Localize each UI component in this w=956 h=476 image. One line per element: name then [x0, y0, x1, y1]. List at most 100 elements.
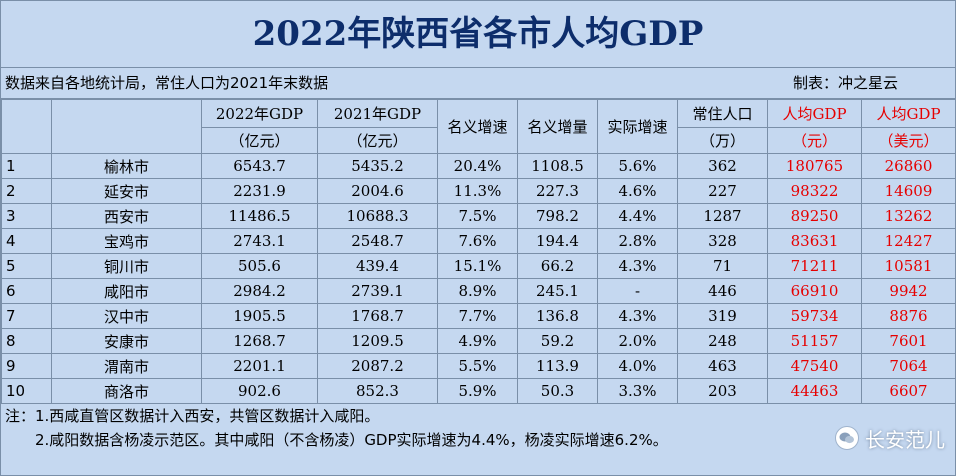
table-row: 8 安康市 1268.7 1209.5 4.9% 59.2 2.0% 248 5…: [1, 328, 956, 354]
real-growth-cell: -: [597, 278, 678, 304]
per-capita-usd-cell: 12427: [861, 228, 956, 254]
header-real-growth: 实际增速: [597, 99, 678, 154]
nominal-increase-cell: 66.2: [517, 253, 598, 279]
rank-cell: 2: [1, 178, 52, 204]
gdp2022-cell: 1268.7: [201, 328, 318, 354]
footnote-2: 2.咸阳数据含杨凌示范区。其中咸阳（不含杨凌）GDP实际增速为4.4%，杨凌实际…: [35, 431, 668, 449]
population-cell: 248: [677, 328, 768, 354]
per-capita-usd-cell: 13262: [861, 203, 956, 229]
per-capita-cny-cell: 66910: [767, 278, 862, 304]
gdp2021-cell: 2739.1: [317, 278, 438, 304]
per-capita-usd-cell: 10581: [861, 253, 956, 279]
nominal-growth-cell: 5.5%: [437, 353, 518, 379]
real-growth-cell: 4.3%: [597, 253, 678, 279]
header-per-capita-cny-unit: （元）: [767, 127, 862, 154]
header-gdp2021-unit: （亿元）: [317, 127, 438, 154]
gdp2022-cell: 1905.5: [201, 303, 318, 329]
nominal-growth-cell: 4.9%: [437, 328, 518, 354]
per-capita-usd-cell: 26860: [861, 153, 956, 179]
per-capita-usd-cell: 8876: [861, 303, 956, 329]
population-cell: 71: [677, 253, 768, 279]
rank-cell: 8: [1, 328, 52, 354]
real-growth-cell: 5.6%: [597, 153, 678, 179]
gdp2021-cell: 2004.6: [317, 178, 438, 204]
rank-cell: 3: [1, 203, 52, 229]
per-capita-usd-cell: 6607: [861, 378, 956, 404]
real-growth-cell: 2.0%: [597, 328, 678, 354]
table-row: 3 西安市 11486.5 10688.3 7.5% 798.2 4.4% 12…: [1, 203, 956, 229]
gdp2022-cell: 2984.2: [201, 278, 318, 304]
table-body: 1 榆林市 6543.7 5435.2 20.4% 1108.5 5.6% 36…: [1, 153, 956, 404]
wechat-icon: [835, 426, 859, 450]
watermark-text: 长安范儿: [865, 427, 945, 452]
header-gdp2021: 2021年GDP: [317, 99, 438, 128]
nominal-increase-cell: 194.4: [517, 228, 598, 254]
city-cell: 铜川市: [51, 253, 202, 279]
table-row: 9 渭南市 2201.1 2087.2 5.5% 113.9 4.0% 463 …: [1, 353, 956, 379]
table-row: 5 铜川市 505.6 439.4 15.1% 66.2 4.3% 71 712…: [1, 253, 956, 279]
nominal-increase-cell: 1108.5: [517, 153, 598, 179]
rank-cell: 5: [1, 253, 52, 279]
population-cell: 227: [677, 178, 768, 204]
header-population: 常住人口: [677, 99, 768, 128]
gdp2021-cell: 852.3: [317, 378, 438, 404]
rank-cell: 9: [1, 353, 52, 379]
city-cell: 渭南市: [51, 353, 202, 379]
city-cell: 宝鸡市: [51, 228, 202, 254]
gdp2022-cell: 2201.1: [201, 353, 318, 379]
per-capita-usd-cell: 7601: [861, 328, 956, 354]
city-cell: 咸阳市: [51, 278, 202, 304]
per-capita-cny-cell: 71211: [767, 253, 862, 279]
header-rank: [1, 99, 52, 154]
table-row: 2 延安市 2231.9 2004.6 11.3% 227.3 4.6% 227…: [1, 178, 956, 204]
population-cell: 463: [677, 353, 768, 379]
city-cell: 延安市: [51, 178, 202, 204]
nominal-increase-cell: 227.3: [517, 178, 598, 204]
gdp2021-cell: 439.4: [317, 253, 438, 279]
gdp2021-cell: 2548.7: [317, 228, 438, 254]
credit-label: 制表：冲之星云: [793, 74, 899, 92]
gdp2022-cell: 505.6: [201, 253, 318, 279]
header-per-capita-cny: 人均GDP: [767, 99, 862, 128]
table-row: 7 汉中市 1905.5 1768.7 7.7% 136.8 4.3% 319 …: [1, 303, 956, 329]
population-cell: 362: [677, 153, 768, 179]
per-capita-usd-cell: 9942: [861, 278, 956, 304]
nominal-growth-cell: 11.3%: [437, 178, 518, 204]
header-population-unit: （万）: [677, 127, 768, 154]
population-cell: 446: [677, 278, 768, 304]
population-cell: 203: [677, 378, 768, 404]
real-growth-cell: 4.0%: [597, 353, 678, 379]
table-row: 1 榆林市 6543.7 5435.2 20.4% 1108.5 5.6% 36…: [1, 153, 956, 179]
rank-cell: 10: [1, 378, 52, 404]
nominal-growth-cell: 15.1%: [437, 253, 518, 279]
header-city: [51, 99, 202, 154]
gdp2021-cell: 5435.2: [317, 153, 438, 179]
table-row: 10 商洛市 902.6 852.3 5.9% 50.3 3.3% 203 44…: [1, 378, 956, 404]
rank-cell: 4: [1, 228, 52, 254]
nominal-growth-cell: 20.4%: [437, 153, 518, 179]
nominal-growth-cell: 8.9%: [437, 278, 518, 304]
rank-cell: 6: [1, 278, 52, 304]
nominal-increase-cell: 113.9: [517, 353, 598, 379]
nominal-increase-cell: 50.3: [517, 378, 598, 404]
gdp2022-cell: 902.6: [201, 378, 318, 404]
population-cell: 328: [677, 228, 768, 254]
real-growth-cell: 4.3%: [597, 303, 678, 329]
header-per-capita-usd: 人均GDP: [861, 99, 956, 128]
nominal-growth-cell: 7.7%: [437, 303, 518, 329]
nominal-growth-cell: 7.6%: [437, 228, 518, 254]
per-capita-usd-cell: 7064: [861, 353, 956, 379]
rank-cell: 1: [1, 153, 52, 179]
per-capita-cny-cell: 44463: [767, 378, 862, 404]
gdp2021-cell: 10688.3: [317, 203, 438, 229]
gdp2022-cell: 11486.5: [201, 203, 318, 229]
city-cell: 安康市: [51, 328, 202, 354]
header-nominal-increase: 名义增量: [517, 99, 598, 154]
table-header: 2022年GDP 2021年GDP 名义增速 名义增量 实际增速 常住人口 人均…: [1, 99, 956, 154]
per-capita-cny-cell: 180765: [767, 153, 862, 179]
gdp-table: 2022年GDP 2021年GDP 名义增速 名义增量 实际增速 常住人口 人均…: [1, 99, 956, 404]
per-capita-cny-cell: 51157: [767, 328, 862, 354]
real-growth-cell: 3.3%: [597, 378, 678, 404]
header-gdp2022: 2022年GDP: [201, 99, 318, 128]
